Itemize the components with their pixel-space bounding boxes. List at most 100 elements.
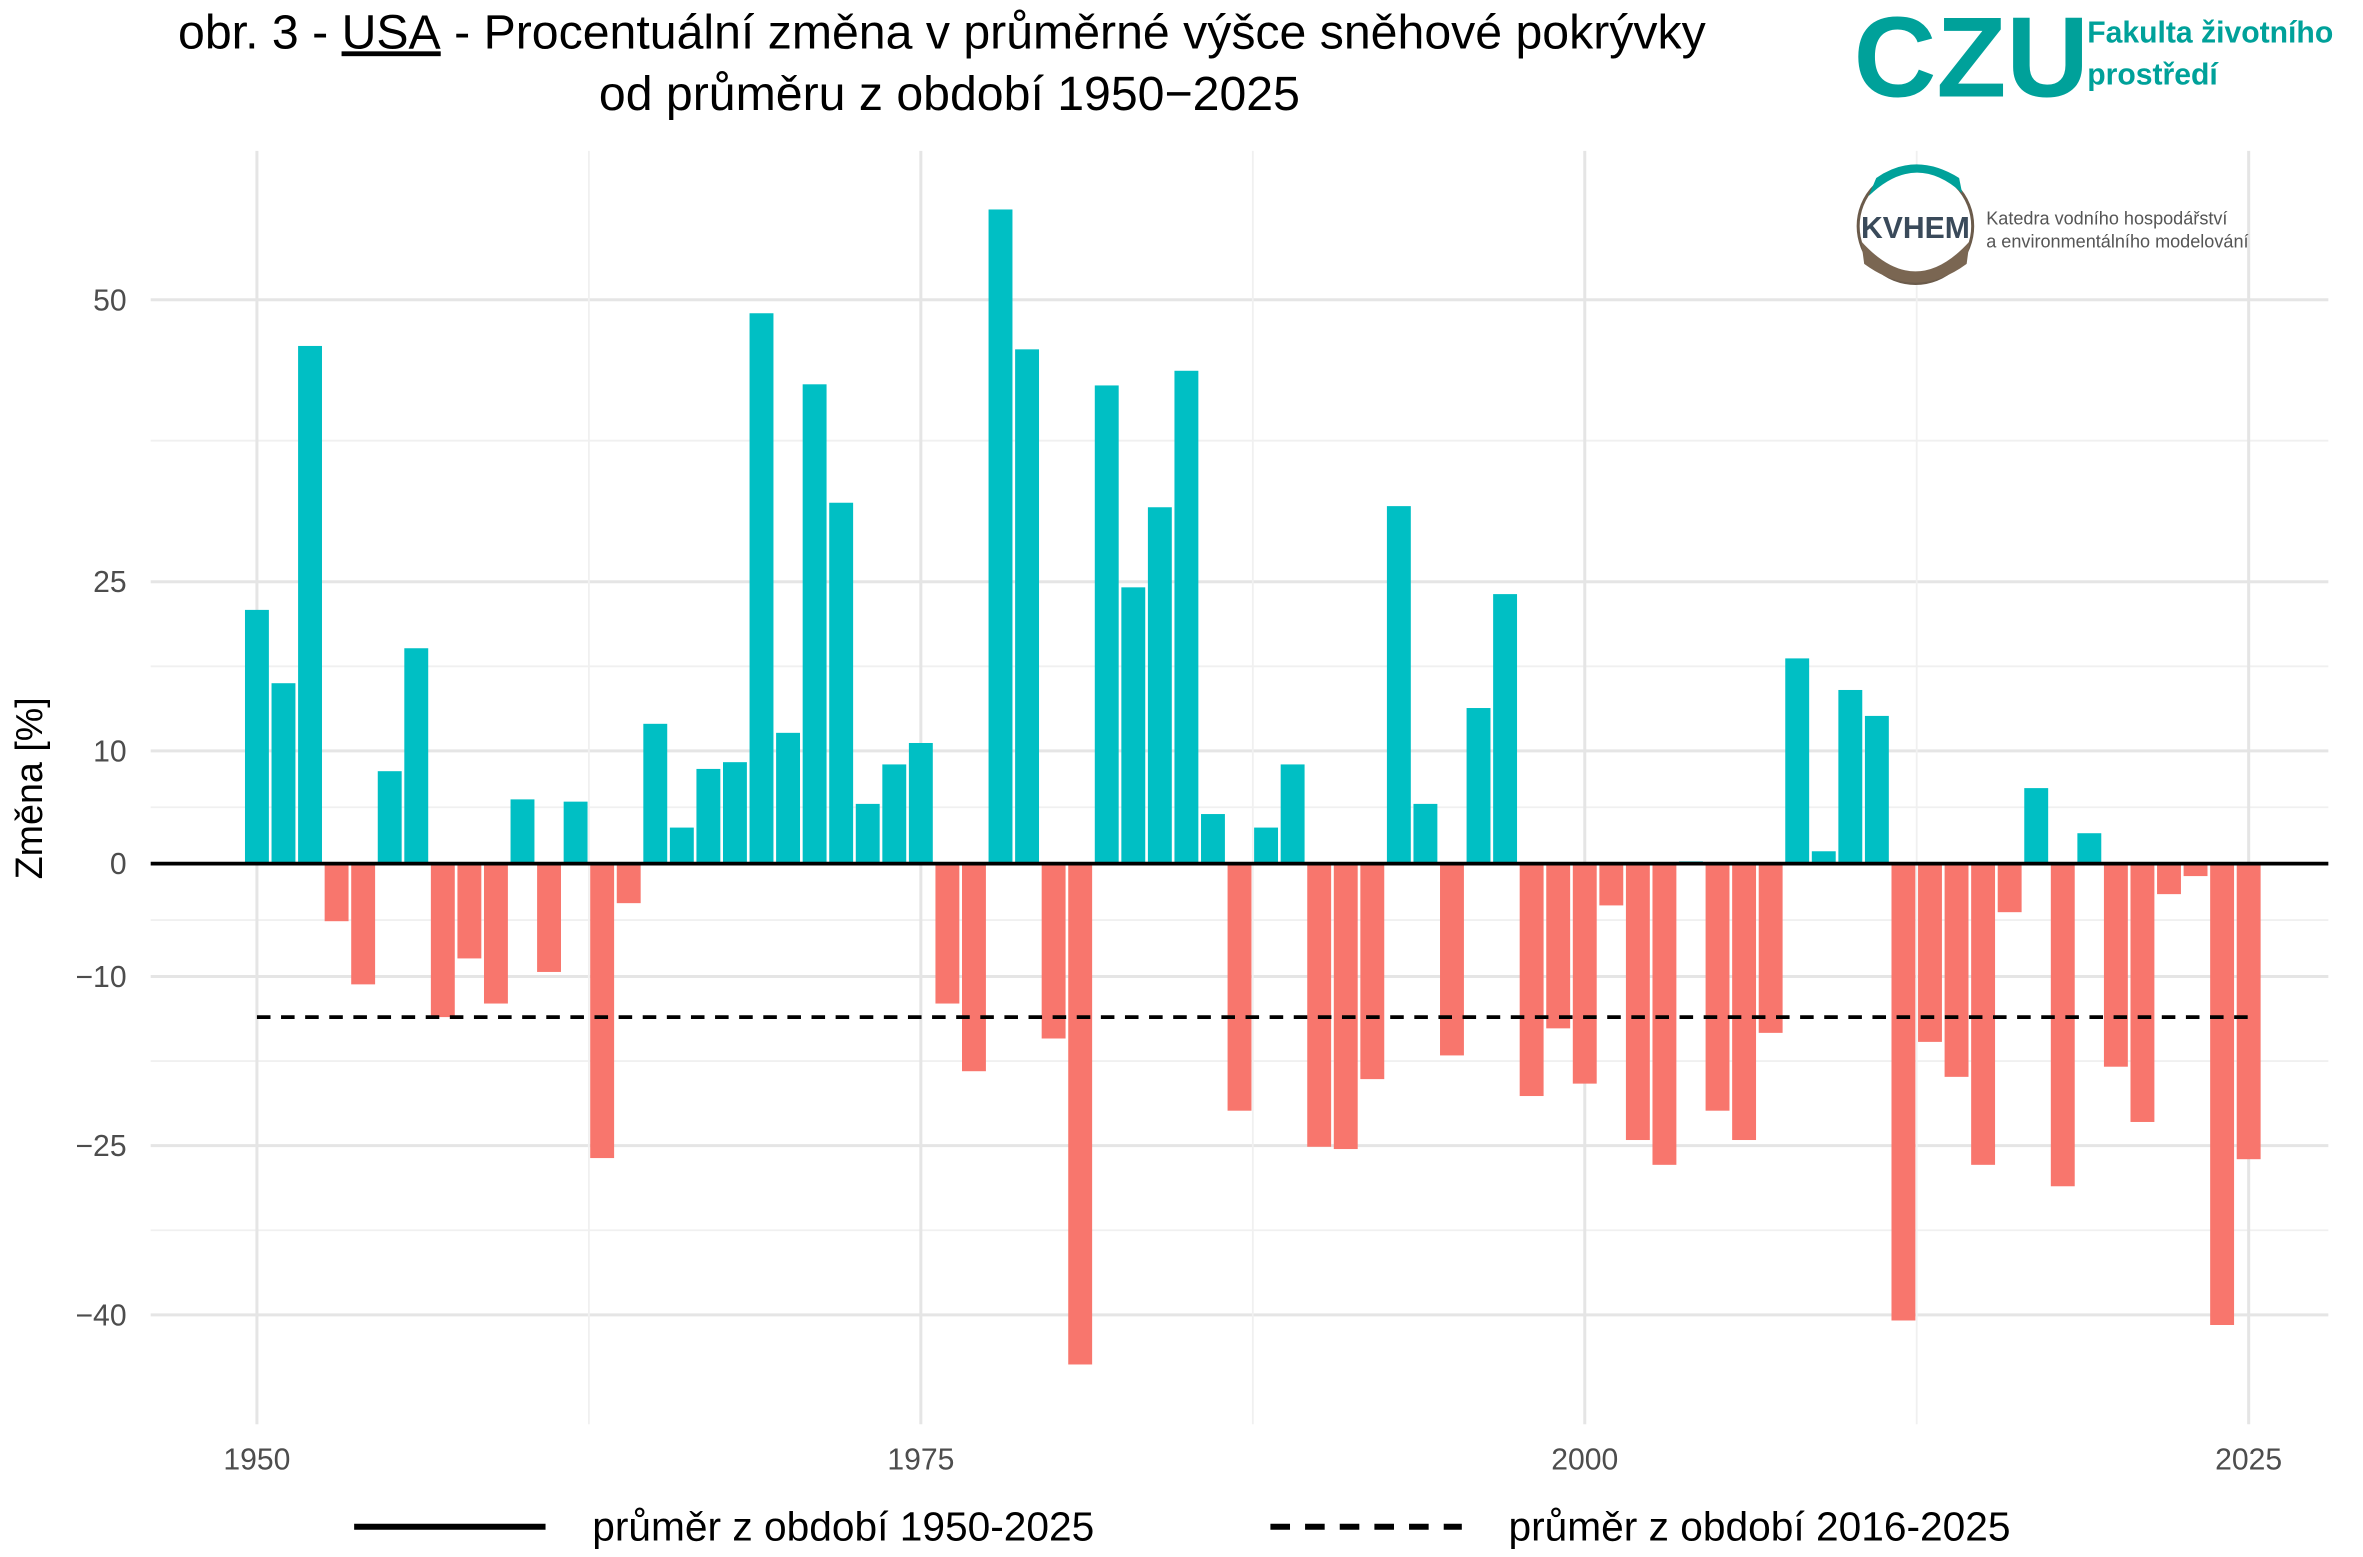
bar xyxy=(696,768,721,864)
bar xyxy=(590,863,615,1159)
bar xyxy=(1493,594,1518,864)
bar xyxy=(510,799,535,864)
bar xyxy=(722,762,747,864)
bar xyxy=(1838,689,1863,864)
bar xyxy=(563,801,588,864)
logo-text: a environmentálního modelování xyxy=(1986,231,2248,251)
bar xyxy=(298,345,322,864)
bar xyxy=(749,313,774,864)
legend-label: průměr z období 1950-2025 xyxy=(592,1503,1094,1549)
bar xyxy=(1864,715,1889,864)
logo-shape xyxy=(1861,241,1970,283)
bar xyxy=(457,863,482,959)
logo-czu: CZU xyxy=(1854,0,2089,122)
bar xyxy=(882,764,907,864)
bar xyxy=(802,384,827,864)
bar xyxy=(2130,863,2155,1122)
y-tick-label: −40 xyxy=(75,1299,126,1332)
legend: průměr z období 1950-2025 průměr z období… xyxy=(354,1503,2010,1549)
bar xyxy=(1174,370,1199,864)
bar xyxy=(1360,863,1385,1080)
logo-shape xyxy=(1868,164,1963,197)
bar xyxy=(1307,863,1332,1147)
bar xyxy=(1732,863,1757,1141)
bar xyxy=(2050,863,2075,1187)
bar xyxy=(669,827,694,864)
x-tick-label: 2025 xyxy=(2215,1443,2282,1476)
bar xyxy=(962,863,986,1072)
bar xyxy=(1147,507,1172,864)
bar xyxy=(1944,863,1969,1077)
bar xyxy=(829,502,854,864)
bar xyxy=(643,723,668,864)
bar xyxy=(1201,814,1225,864)
bar xyxy=(776,732,801,864)
bar xyxy=(1333,863,1358,1150)
bar xyxy=(1546,863,1571,1029)
logo-text: prostředí xyxy=(2087,59,2219,92)
bar xyxy=(1015,349,1040,864)
y-tick-label: −10 xyxy=(75,961,126,994)
logo-text: Katedra vodního hospodářství xyxy=(1986,209,2227,229)
bar xyxy=(1705,863,1730,1111)
bar xyxy=(1997,863,2022,913)
bar xyxy=(616,863,641,904)
y-tick-label: 25 xyxy=(93,566,127,599)
bar xyxy=(430,863,455,1018)
bar xyxy=(324,863,349,922)
title-part: USA xyxy=(342,5,442,59)
bar xyxy=(1121,587,1146,864)
bar xyxy=(2210,863,2235,1325)
bar xyxy=(1891,863,1916,1321)
title-part: - Procentuální změna v průměrné výšce sn… xyxy=(454,5,1706,59)
bar xyxy=(1519,863,1544,1097)
bar xyxy=(1466,708,1491,864)
bar xyxy=(351,863,376,985)
bar xyxy=(935,863,960,1004)
y-tick-label: 10 xyxy=(93,735,127,768)
bar xyxy=(271,683,296,864)
title-part: obr. 3 - xyxy=(178,5,328,59)
bar xyxy=(1041,863,1066,1039)
bar xyxy=(1227,863,1252,1111)
bar xyxy=(2103,863,2128,1067)
y-tick-label: −25 xyxy=(75,1130,126,1163)
y-axis-label: Změna [%] xyxy=(8,697,50,879)
bar xyxy=(537,863,562,972)
bar xyxy=(2236,863,2261,1160)
x-tick-label: 2000 xyxy=(1551,1443,1618,1476)
bar xyxy=(1068,863,1093,1365)
x-tick-label: 1975 xyxy=(887,1443,954,1476)
bar xyxy=(1971,863,1996,1165)
bar xyxy=(1758,863,1783,1033)
bar xyxy=(1572,863,1597,1084)
bar xyxy=(1652,863,1677,1165)
y-tick-label: 50 xyxy=(93,284,127,317)
bar xyxy=(404,648,429,864)
bar xyxy=(1413,803,1438,864)
chart-title: obr. 3 - USA - Procentuální změna v prům… xyxy=(178,5,1707,59)
bar xyxy=(1599,863,1624,906)
bar xyxy=(483,863,508,1004)
bar xyxy=(908,742,933,864)
bar xyxy=(2157,863,2181,895)
legend-label: průměr z období 2016-2025 xyxy=(1509,1503,2011,1549)
bar xyxy=(2024,788,2049,864)
logo-kvhem: KVHEM xyxy=(1861,212,1970,245)
bar xyxy=(1811,851,1836,864)
logo-text: Fakulta životního xyxy=(2087,16,2333,49)
bar xyxy=(988,209,1013,864)
bar xyxy=(1094,385,1119,864)
bar xyxy=(1918,863,1942,1042)
bar xyxy=(2077,833,2102,864)
bar xyxy=(2183,863,2208,877)
y-tick-label: 0 xyxy=(110,848,127,881)
bar xyxy=(1625,863,1650,1141)
bar xyxy=(1440,863,1464,1056)
x-tick-label: 1950 xyxy=(223,1443,290,1476)
bar xyxy=(1386,506,1411,864)
marks xyxy=(150,209,2329,1365)
bar xyxy=(1280,764,1305,864)
bar xyxy=(1785,658,1810,864)
